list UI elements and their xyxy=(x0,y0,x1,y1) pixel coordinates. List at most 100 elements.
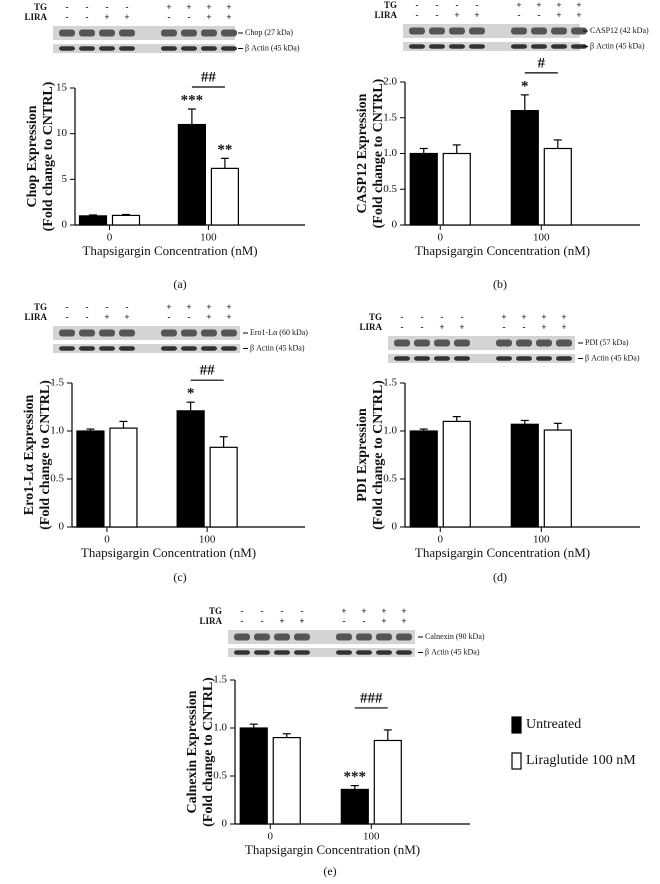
blot-row-label: TG xyxy=(369,312,382,322)
y-tick-label: 1.0 xyxy=(50,425,64,437)
y-tick-label: 10 xyxy=(56,127,68,139)
blot-sign: + xyxy=(561,322,566,332)
x-tick-label: 100 xyxy=(363,831,380,843)
blot-sign: + xyxy=(576,10,581,20)
comparison-mark: ## xyxy=(201,69,217,85)
blot-band xyxy=(414,339,430,347)
panel-caption: (b) xyxy=(493,277,507,291)
blot-band xyxy=(294,650,310,655)
blot-band xyxy=(59,329,75,337)
y-tick-label: 2.0 xyxy=(383,76,397,88)
blot-sign: - xyxy=(461,312,464,322)
blot-sign: - xyxy=(416,10,419,20)
blot-sign: - xyxy=(436,0,439,10)
blot-band-label: Chop (27 kDa) xyxy=(245,28,293,37)
blot-band xyxy=(221,29,237,37)
blot-band xyxy=(79,46,95,51)
y-tick-label: 1.5 xyxy=(50,377,64,389)
blot-band xyxy=(181,46,197,51)
blot-band xyxy=(119,46,135,51)
y-axis-title: (Fold change to CNTRL) xyxy=(41,81,56,231)
blot-band xyxy=(181,346,197,351)
blot-sign: - xyxy=(416,0,419,10)
bar xyxy=(177,123,206,226)
blot-band xyxy=(79,329,95,337)
blot-band xyxy=(394,356,410,361)
legend-label: Liraglutide 100 nM xyxy=(526,753,636,768)
blot-row-label: TG xyxy=(34,2,47,12)
panel-caption: (d) xyxy=(493,570,507,584)
blot-band xyxy=(449,27,465,35)
comparison-mark: ### xyxy=(360,690,383,706)
blot-sign: + xyxy=(474,10,479,20)
comparison-mark: ## xyxy=(200,363,216,379)
blot-sign: + xyxy=(439,322,444,332)
blot-sign: + xyxy=(186,2,191,12)
blot-band xyxy=(274,633,290,641)
blot-band xyxy=(234,633,250,641)
significance-mark: *** xyxy=(344,769,367,785)
blot-band xyxy=(254,633,270,641)
x-tick-label: 100 xyxy=(533,534,550,546)
blot-row-label: TG xyxy=(34,302,47,312)
blot-sign: - xyxy=(441,312,444,322)
y-tick-label: 0.5 xyxy=(383,183,397,195)
blot-band xyxy=(429,44,445,49)
blot-band xyxy=(201,346,217,351)
blot-row-label: TG xyxy=(209,606,222,616)
blot-sign: + xyxy=(206,302,211,312)
blot-sign: - xyxy=(476,0,479,10)
blot-sign: - xyxy=(241,606,244,616)
blot-sign: - xyxy=(343,616,346,626)
blot-band xyxy=(254,650,270,655)
blot-band xyxy=(449,44,465,49)
blot-sign: - xyxy=(518,10,521,20)
blot-sign: + xyxy=(166,302,171,312)
bar xyxy=(76,430,105,528)
blot-band xyxy=(79,29,95,37)
x-axis-title: Thapsigargin Concentration (nM) xyxy=(82,243,257,258)
bar xyxy=(543,429,572,528)
y-axis-title: (Fold change to CNTRL) xyxy=(201,677,216,827)
y-tick-label: 0.5 xyxy=(383,473,397,485)
blot-sign: - xyxy=(436,10,439,20)
panel-caption: (a) xyxy=(173,277,186,291)
blot-sign: + xyxy=(206,12,211,22)
blot-band xyxy=(161,29,177,37)
blot-band-strip xyxy=(228,648,415,657)
blot-sign: + xyxy=(501,312,506,322)
blot-band xyxy=(536,339,552,347)
bar xyxy=(510,109,539,226)
y-axis-title: CASP12 Expression xyxy=(355,93,370,213)
blot-band xyxy=(396,650,412,655)
blot-band xyxy=(119,329,135,337)
blot-band xyxy=(119,29,135,37)
y-tick-label: 1.5 xyxy=(213,674,227,686)
blot-band xyxy=(434,356,450,361)
y-axis-title: PDI Expression xyxy=(355,408,370,502)
legend-swatch xyxy=(511,716,522,734)
panel-caption: (c) xyxy=(173,570,186,584)
y-tick-label: 15 xyxy=(56,82,68,94)
blot-sign: + xyxy=(226,2,231,12)
blot-row-label: LIRA xyxy=(24,312,47,322)
x-tick-label: 0 xyxy=(104,534,110,546)
blot-sign: + xyxy=(459,322,464,332)
x-tick-label: 100 xyxy=(200,232,217,244)
blot-band xyxy=(201,29,217,37)
blot-band xyxy=(511,44,527,49)
blot-sign: + xyxy=(516,0,521,10)
blot-sign: - xyxy=(86,2,89,12)
blot-band xyxy=(181,29,197,37)
x-axis-title: Thapsigargin Concentration (nM) xyxy=(415,545,590,560)
blot-band-label: β Actin (45 kDa) xyxy=(425,647,480,656)
blot-band xyxy=(234,650,250,655)
blot-sign: + xyxy=(186,302,191,312)
y-axis-title: Calnexin Expression xyxy=(185,690,200,813)
x-axis-title: Thapsigargin Concentration (nM) xyxy=(415,243,590,258)
blot-sign: + xyxy=(299,616,304,626)
y-tick-label: 1.0 xyxy=(213,722,227,734)
y-tick-label: 0 xyxy=(59,521,65,533)
blot-sign: + xyxy=(454,10,459,20)
